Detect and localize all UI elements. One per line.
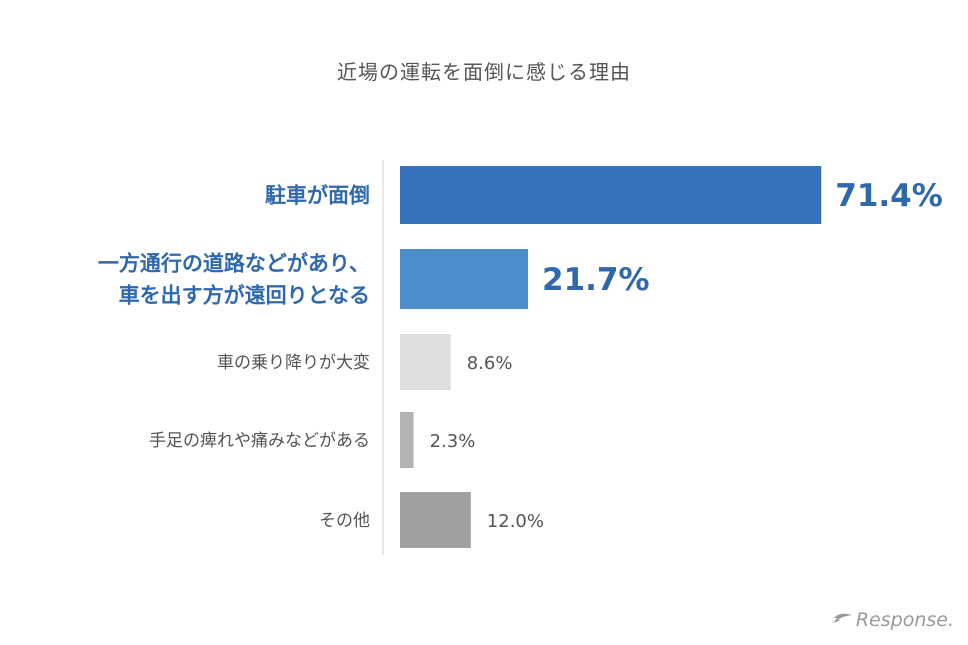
value-label-5: 12.0% — [487, 511, 544, 532]
logo-text: Response. — [855, 609, 954, 631]
bar-3 — [400, 334, 451, 390]
category-label-4: 手足の痺れや痛みなどがある — [149, 431, 370, 451]
category-label-2-line-1: 一方通行の道路などがあり、 — [98, 252, 370, 276]
chart-title: 近場の運転を面倒に感じる理由 — [337, 60, 631, 84]
category-label-1: 駐車が面倒 — [265, 184, 370, 208]
category-label-2-line-2: 車を出す方が遠回りとなる — [119, 284, 370, 308]
category-label-3: 車の乗り降りが大変 — [217, 353, 370, 373]
bar-4 — [400, 412, 414, 468]
response-arrow-icon — [832, 613, 852, 623]
value-label-2: 21.7% — [542, 262, 650, 298]
bar-5 — [400, 492, 471, 548]
value-label-1: 71.4% — [835, 178, 943, 214]
bar-2 — [400, 249, 529, 309]
bar-1 — [400, 166, 822, 224]
value-label-4: 2.3% — [430, 431, 476, 452]
response-logo: Response. — [832, 609, 954, 631]
value-label-3: 8.6% — [467, 353, 513, 374]
category-label-5: その他 — [319, 511, 370, 531]
